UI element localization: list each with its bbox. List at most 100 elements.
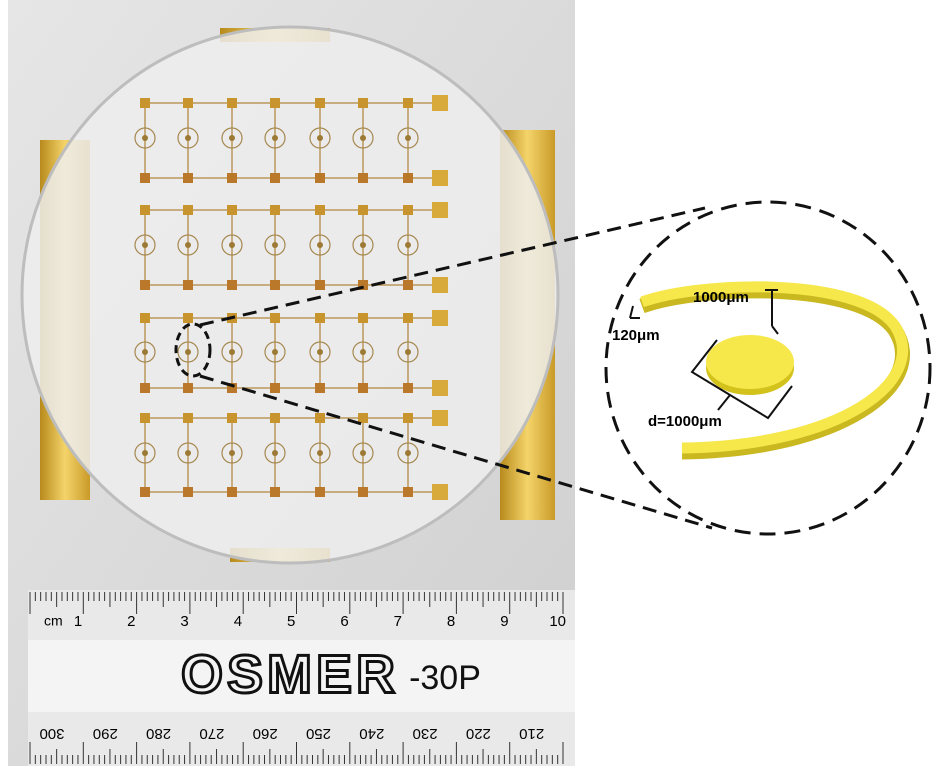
ruler-unit: cm: [44, 613, 63, 629]
disc-site: [317, 135, 323, 141]
pad: [183, 173, 193, 183]
pad: [140, 487, 150, 497]
pad: [403, 413, 413, 423]
pad: [403, 383, 413, 393]
disc-site: [360, 349, 366, 355]
pad: [227, 487, 237, 497]
pad: [358, 413, 368, 423]
pad: [227, 280, 237, 290]
ruler-number: 240: [359, 725, 384, 742]
disc-site: [229, 349, 235, 355]
ring-width-label: 120μm: [612, 327, 660, 344]
pad: [315, 205, 325, 215]
pad: [227, 413, 237, 423]
pad: [315, 413, 325, 423]
ruler-number: 4: [234, 613, 242, 630]
pad: [432, 202, 448, 218]
disc-electrode: [706, 335, 794, 389]
pad: [183, 205, 193, 215]
ruler-number: 5: [287, 613, 295, 630]
gap-label: 1000μm: [693, 289, 749, 306]
pad: [140, 98, 150, 108]
pad: [183, 280, 193, 290]
pad: [140, 383, 150, 393]
pad: [403, 205, 413, 215]
pad: [432, 380, 448, 396]
pad: [432, 410, 448, 426]
ruler-number: 230: [413, 725, 438, 742]
pad: [270, 383, 280, 393]
pad: [432, 484, 448, 500]
disc-site: [185, 450, 191, 456]
ruler-number: 250: [306, 725, 331, 742]
disc-site: [272, 135, 278, 141]
ruler-number: 290: [93, 725, 118, 742]
pad: [227, 205, 237, 215]
ruler-number: 10: [549, 613, 566, 630]
disc-site: [360, 135, 366, 141]
pad: [270, 413, 280, 423]
pad: [270, 313, 280, 323]
pad: [140, 280, 150, 290]
ruler-number: 300: [39, 725, 64, 742]
disc-site: [405, 242, 411, 248]
pad: [358, 313, 368, 323]
disc-site: [185, 242, 191, 248]
pad: [315, 98, 325, 108]
disc-site: [229, 242, 235, 248]
pad: [358, 383, 368, 393]
disc-site: [405, 135, 411, 141]
disc-site: [272, 242, 278, 248]
pad: [227, 173, 237, 183]
pad: [358, 173, 368, 183]
pad: [315, 280, 325, 290]
ruler-number: 6: [340, 613, 348, 630]
figure: 1234567891030029028027026025024023022021…: [0, 0, 932, 766]
ruler-number: 7: [394, 613, 402, 630]
diameter-label: d=1000μm: [648, 413, 722, 430]
disc-site: [360, 242, 366, 248]
ruler-number: 1: [74, 613, 82, 630]
pad: [403, 280, 413, 290]
ruler-number: 210: [519, 725, 544, 742]
disc-site: [405, 450, 411, 456]
pad: [270, 487, 280, 497]
pad: [183, 487, 193, 497]
pad: [140, 413, 150, 423]
pad: [270, 98, 280, 108]
disc-site: [229, 135, 235, 141]
pad: [270, 173, 280, 183]
pad: [183, 98, 193, 108]
pad: [270, 205, 280, 215]
ruler-model: -30P: [409, 659, 481, 697]
pad: [432, 277, 448, 293]
disc-site: [272, 450, 278, 456]
pad: [315, 487, 325, 497]
disc-site: [272, 349, 278, 355]
pad: [140, 205, 150, 215]
disc-site: [185, 135, 191, 141]
ruler-number: 8: [447, 613, 455, 630]
pad: [403, 173, 413, 183]
pad: [140, 313, 150, 323]
pad: [227, 98, 237, 108]
ruler-number: 3: [180, 613, 188, 630]
pad: [183, 383, 193, 393]
pad: [183, 313, 193, 323]
ruler-number: 2: [127, 613, 135, 630]
disc-site: [317, 242, 323, 248]
pad: [432, 170, 448, 186]
disc-site: [229, 450, 235, 456]
disc-site: [142, 135, 148, 141]
disc-site: [185, 349, 191, 355]
pad: [315, 313, 325, 323]
pad: [315, 383, 325, 393]
disc-site: [405, 349, 411, 355]
pad: [403, 313, 413, 323]
ruler-number: 280: [146, 725, 171, 742]
wafer: [22, 27, 558, 563]
pad: [358, 98, 368, 108]
disc-site: [317, 450, 323, 456]
pad: [403, 98, 413, 108]
disc-site: [360, 450, 366, 456]
